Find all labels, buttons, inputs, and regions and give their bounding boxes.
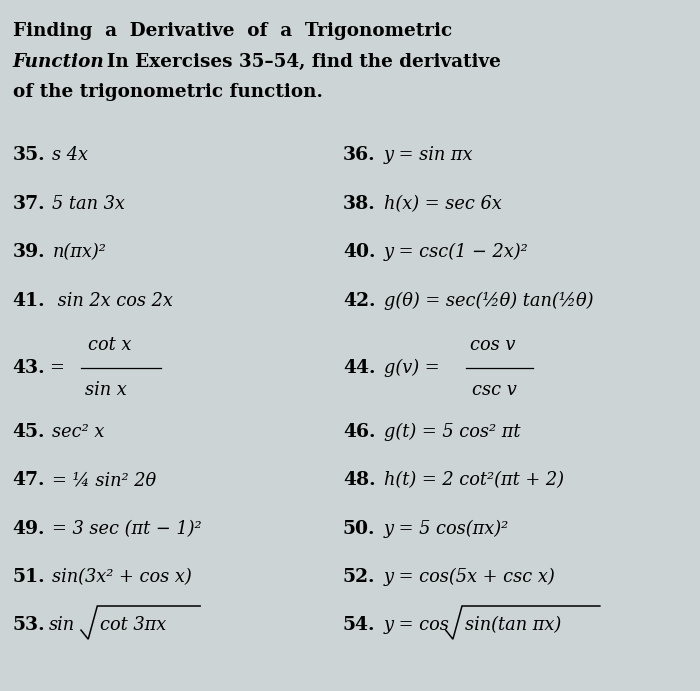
Text: csc v: csc v (472, 381, 517, 399)
Text: g(v) =: g(v) = (384, 359, 439, 377)
Text: 40.: 40. (343, 243, 375, 261)
Text: y = csc(1 − 2x)²: y = csc(1 − 2x)² (384, 243, 528, 261)
Text: of the trigonometric function.: of the trigonometric function. (13, 83, 323, 101)
Text: cos v: cos v (470, 336, 515, 354)
Text: =: = (49, 359, 64, 377)
Text: Finding  a  Derivative  of  a  Trigonometric: Finding a Derivative of a Trigonometric (13, 22, 452, 40)
Text: g(t) = 5 cos² πt: g(t) = 5 cos² πt (384, 423, 520, 441)
Text: 35.: 35. (13, 146, 46, 164)
Text: y = cos(5x + csc x): y = cos(5x + csc x) (384, 568, 555, 586)
Text: cot x: cot x (88, 336, 131, 354)
Text: y = sin πx: y = sin πx (384, 146, 473, 164)
Text: y = cos: y = cos (384, 616, 449, 634)
Text: 37.: 37. (13, 195, 46, 213)
Text: 54.: 54. (343, 616, 375, 634)
Text: s 4x: s 4x (52, 146, 88, 164)
Text: In Exercises 35–54, find the derivative: In Exercises 35–54, find the derivative (94, 53, 501, 70)
Text: h(x) = sec 6x: h(x) = sec 6x (384, 195, 501, 213)
Text: sin 2x cos 2x: sin 2x cos 2x (52, 292, 174, 310)
Text: Function: Function (13, 53, 104, 70)
Text: 42.: 42. (343, 292, 375, 310)
Text: = 3 sec (πt − 1)²: = 3 sec (πt − 1)² (52, 520, 202, 538)
Text: 51.: 51. (13, 568, 46, 586)
Text: 50.: 50. (343, 520, 375, 538)
Text: 38.: 38. (343, 195, 376, 213)
Text: sin x: sin x (85, 381, 127, 399)
Text: sec² x: sec² x (52, 423, 105, 441)
Text: sin(3x² + cos x): sin(3x² + cos x) (52, 568, 192, 586)
Text: h(t) = 2 cot²(πt + 2): h(t) = 2 cot²(πt + 2) (384, 471, 564, 489)
Text: 44.: 44. (343, 359, 375, 377)
Text: 46.: 46. (343, 423, 375, 441)
Text: sin(tan πx): sin(tan πx) (465, 616, 561, 634)
Text: n(πx)²: n(πx)² (52, 243, 106, 261)
Text: sin: sin (49, 616, 75, 634)
Text: 43.: 43. (13, 359, 46, 377)
Text: cot 3πx: cot 3πx (100, 616, 167, 634)
Text: 45.: 45. (13, 423, 45, 441)
Text: 41.: 41. (13, 292, 46, 310)
Text: 52.: 52. (343, 568, 375, 586)
Text: = ¼ sin² 2θ: = ¼ sin² 2θ (52, 471, 157, 489)
Text: y = 5 cos(πx)²: y = 5 cos(πx)² (384, 520, 509, 538)
Text: 48.: 48. (343, 471, 376, 489)
Text: 53.: 53. (13, 616, 46, 634)
Text: 36.: 36. (343, 146, 376, 164)
Text: g(θ) = sec(½θ) tan(½θ): g(θ) = sec(½θ) tan(½θ) (384, 292, 593, 310)
Text: 39.: 39. (13, 243, 46, 261)
Text: 49.: 49. (13, 520, 45, 538)
Text: 47.: 47. (13, 471, 45, 489)
Text: 5 tan 3x: 5 tan 3x (52, 195, 125, 213)
